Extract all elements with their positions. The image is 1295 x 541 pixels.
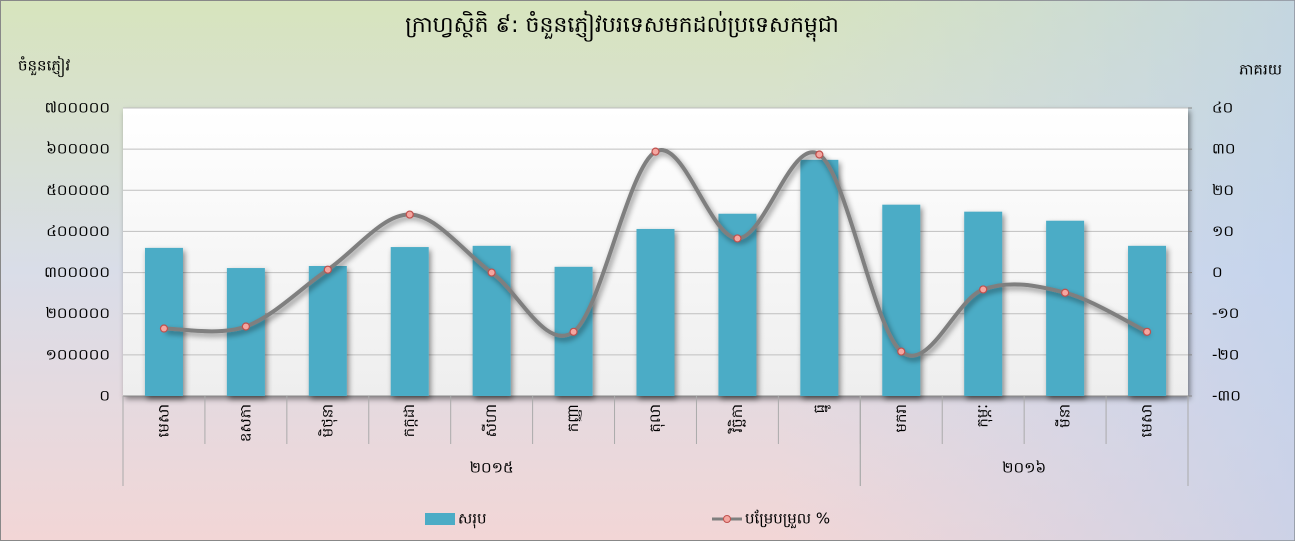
y2-tick-label: ៤០: [1212, 99, 1233, 117]
y-tick-label: ៤០០០០០: [46, 222, 110, 240]
marker: [815, 150, 824, 159]
marker: [241, 322, 250, 331]
bar: [882, 204, 921, 396]
y2-tick-label: -២០: [1212, 345, 1239, 363]
marker: [1142, 327, 1152, 336]
x-tick-label: មីនា: [1055, 404, 1074, 428]
x-tick-label: មេសា: [154, 404, 172, 437]
marker: [651, 147, 660, 156]
marker: [569, 327, 578, 336]
legend-label: បម្រែបម្រួល %: [745, 510, 830, 529]
y-axis-label: ចំនួនភ្ញៀវ: [18, 56, 70, 78]
x-tick-label: មិថុនា: [317, 404, 337, 437]
y-tick-label: ២០០០០០: [46, 304, 110, 322]
marker: [323, 265, 332, 274]
marker: [487, 268, 496, 277]
y2-tick-label: ២០: [1212, 181, 1234, 199]
marker: [405, 210, 414, 219]
bar: [718, 213, 757, 396]
bar: [472, 245, 511, 396]
y-tick-label: ៣០០០០០: [44, 263, 110, 281]
y2-tick-label: ៣០: [1212, 140, 1235, 158]
bar: [800, 159, 839, 396]
y2-tick-label: ១០: [1212, 222, 1234, 240]
x-tick-label: មករា: [892, 404, 910, 433]
bar: [308, 265, 347, 396]
legend-marker: [723, 515, 731, 523]
x-tick-label: កក្កដា: [400, 404, 418, 437]
bar: [964, 211, 1003, 396]
line: [163, 148, 1148, 358]
bar: [1128, 245, 1167, 396]
bar: [390, 247, 429, 396]
bar: [636, 228, 675, 396]
y2-tick-label: -១០: [1212, 304, 1239, 322]
bar: [144, 247, 183, 396]
legend-label: សរុប: [458, 510, 487, 529]
bar: [1046, 220, 1085, 396]
marker: [733, 234, 742, 243]
x-tick-label: កញ្ញា: [564, 404, 582, 432]
y-tick-label: ៦០០០០០: [46, 140, 110, 158]
x-tick-label: សីហា: [481, 404, 500, 437]
y-tick-label: ៥០០០០០: [46, 181, 110, 199]
y-tick-label: ០: [99, 387, 110, 405]
y2-axis-label: ភាគរយ: [1239, 61, 1282, 79]
y2-tick-label: -៣០: [1212, 387, 1241, 405]
x-group-label: ២០១៥: [470, 459, 514, 477]
legend-swatch: [425, 513, 455, 525]
marker: [897, 347, 906, 356]
x-tick-label: វិច្ឆិកា: [727, 404, 746, 434]
x-tick-label: ឧសភា: [236, 404, 254, 442]
x-tick-label: តុលា: [646, 404, 665, 433]
marker: [1061, 288, 1070, 297]
x-tick-label: កុម្ភៈ: [974, 404, 993, 428]
marker: [159, 324, 169, 333]
y-tick-label: ១០០០០០: [46, 345, 110, 363]
chart-title: ក្រាហ្វស្ថិតិ ៩: ចំនួនភ្ញៀវបរទេសមកដល់ប្រ…: [405, 10, 839, 42]
marker: [979, 285, 988, 294]
y2-tick-label: ០: [1212, 263, 1223, 281]
x-tick-label: មេសា: [1138, 404, 1156, 437]
y-tick-label: ៧០០០០០: [45, 99, 110, 117]
x-tick-label: ធ្នូ: [810, 404, 831, 414]
bar: [226, 268, 265, 396]
x-group-label: ២០១៦: [1002, 459, 1046, 477]
